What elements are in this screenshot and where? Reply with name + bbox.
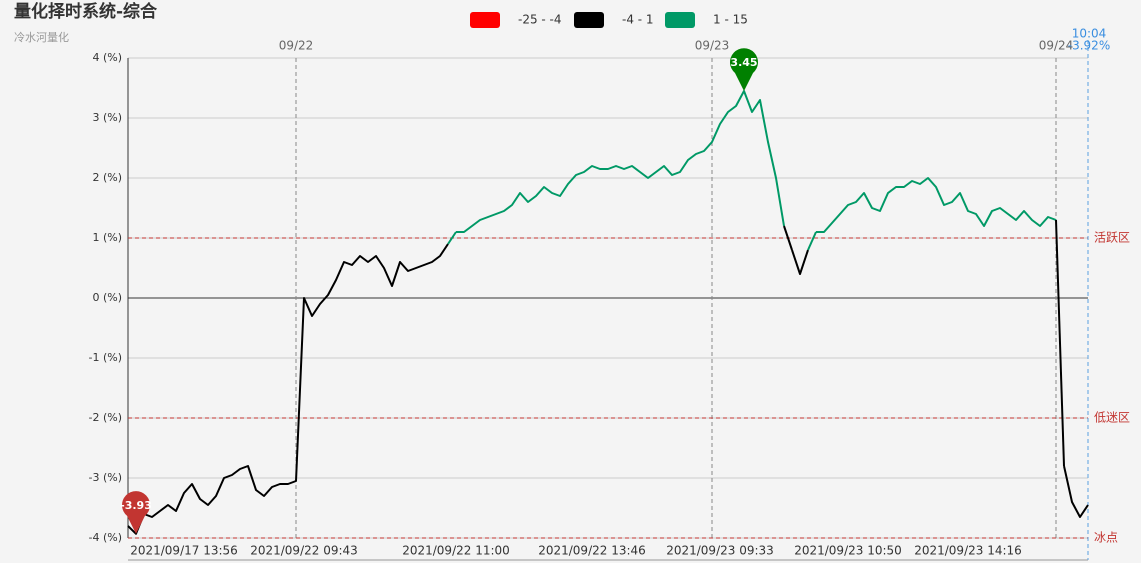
day-label: 09/22	[279, 39, 314, 53]
pin-label: -3.93	[120, 499, 152, 512]
y-tick-label: 1 (%)	[92, 231, 122, 244]
x-tick-label: 2021/09/22 11:00	[402, 544, 510, 558]
line-link	[807, 231, 817, 251]
line-segment	[816, 177, 1057, 233]
y-tick-label: 0 (%)	[92, 291, 122, 304]
line-link	[1055, 219, 1065, 467]
current-time: 10:04	[1072, 27, 1107, 41]
x-tick-label: 2021/09/23 10:50	[794, 544, 902, 558]
chart-subtitle: 冷水河量化	[14, 30, 69, 44]
legend-label: 1 - 15	[713, 13, 748, 27]
y-tick-label: -4 (%)	[89, 531, 123, 544]
pin	[730, 48, 758, 91]
x-tick-label: 2021/09/23 14:16	[914, 544, 1022, 558]
day-label: 09/24	[1039, 39, 1074, 53]
legend-swatch	[665, 12, 695, 28]
day-label: 09/23	[695, 39, 730, 53]
y-tick-label: -3 (%)	[89, 471, 123, 484]
pin	[122, 491, 151, 534]
line-link	[447, 231, 457, 245]
legend-swatch	[470, 12, 500, 28]
line-segment	[127, 243, 449, 535]
x-tick-label: 2021/09/17 13:56	[130, 544, 238, 558]
x-tick-label: 2021/09/22 09:43	[250, 544, 358, 558]
current-label: -3.92%	[1068, 39, 1110, 53]
y-tick-label: 3 (%)	[92, 111, 122, 124]
mark-line-label: 冰点	[1094, 531, 1118, 545]
line-segment	[1063, 465, 1089, 518]
line-link	[783, 225, 793, 251]
chart-title: 量化择时系统-综合	[14, 1, 158, 22]
y-tick-label: 2 (%)	[92, 171, 122, 184]
line-segment	[456, 90, 785, 233]
pin-label: 3.45	[730, 56, 757, 69]
y-tick-label: -1 (%)	[89, 351, 123, 364]
legend-label: -25 - -4	[518, 13, 562, 27]
legend-label: -4 - 1	[622, 13, 654, 27]
y-tick-label: -2 (%)	[89, 411, 123, 424]
legend-swatch	[574, 12, 604, 28]
line-segment	[791, 249, 809, 275]
mark-line-label: 低迷区	[1094, 411, 1130, 425]
y-tick-label: 4 (%)	[92, 51, 122, 64]
mark-line-label: 活跃区	[1094, 231, 1130, 245]
x-tick-label: 2021/09/23 09:33	[666, 544, 774, 558]
x-tick-label: 2021/09/22 13:46	[538, 544, 646, 558]
